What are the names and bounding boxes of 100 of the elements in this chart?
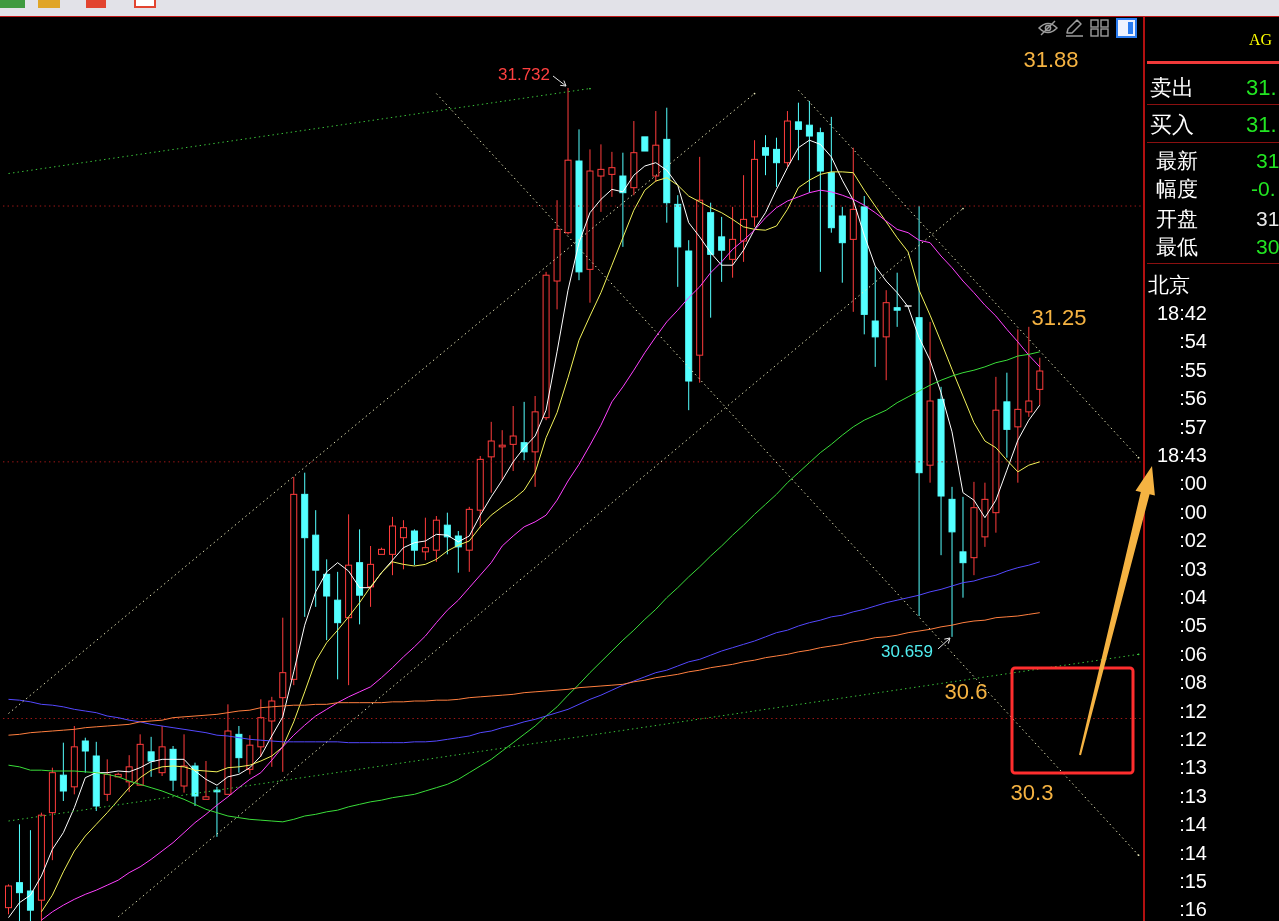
text: :14 xyxy=(1179,812,1207,837)
candlestick xyxy=(641,136,649,152)
candlestick xyxy=(1014,328,1022,484)
candlestick xyxy=(59,742,67,802)
text: 北京 xyxy=(1148,272,1190,298)
candlestick xyxy=(805,100,813,194)
candlestick xyxy=(312,509,320,608)
annotation: 30.659 xyxy=(881,640,933,662)
text: 31. xyxy=(1246,111,1277,137)
candlestick xyxy=(740,174,748,263)
candlestick xyxy=(926,321,934,484)
text: :00 xyxy=(1179,471,1207,496)
candlestick xyxy=(465,506,473,573)
text: :13 xyxy=(1179,755,1207,780)
candlestick xyxy=(619,152,627,248)
candlestick xyxy=(970,481,978,576)
candlestick xyxy=(421,517,429,561)
candlestick xyxy=(959,496,967,599)
text: AG xyxy=(1248,30,1272,50)
text: :12 xyxy=(1179,698,1207,723)
category-label: 幅度 xyxy=(1156,176,1198,202)
annotation: 31.25 xyxy=(1031,305,1087,331)
candlestick xyxy=(597,143,605,213)
candlestick xyxy=(246,734,254,775)
candlestick xyxy=(399,519,407,570)
category-label: 最低 xyxy=(1156,234,1198,260)
candlestick xyxy=(553,199,561,310)
candlestick xyxy=(70,725,78,795)
candlestick xyxy=(729,206,737,279)
text: :00 xyxy=(1179,499,1207,524)
candlestick xyxy=(180,733,188,794)
candlestick xyxy=(531,395,539,488)
candlestick xyxy=(334,571,342,680)
candlestick xyxy=(356,528,364,625)
candlestick xyxy=(1003,372,1011,459)
candlestick xyxy=(147,736,155,778)
text: :03 xyxy=(1179,556,1207,581)
text: :15 xyxy=(1179,869,1207,893)
text: :04 xyxy=(1179,585,1207,609)
candlestick xyxy=(794,102,802,161)
candlestick xyxy=(685,239,693,411)
candlestick xyxy=(26,829,34,921)
candlestick xyxy=(564,87,572,235)
candlestick xyxy=(915,205,923,617)
text: 31 xyxy=(1256,149,1279,173)
candlestick xyxy=(630,120,638,196)
candlestick xyxy=(674,194,682,288)
candlestick xyxy=(827,116,835,234)
text: :14 xyxy=(1179,840,1207,865)
candlestick xyxy=(367,545,375,608)
category-label: 最新 xyxy=(1156,148,1198,174)
candlestick xyxy=(992,376,1000,534)
candlestick xyxy=(981,482,989,548)
candlestick xyxy=(136,733,144,786)
text: :16 xyxy=(1179,897,1207,921)
candlestick xyxy=(158,725,166,777)
candlestick xyxy=(937,386,945,556)
category-label: 买入 xyxy=(1150,111,1194,139)
candlestick xyxy=(224,703,232,795)
candlestick xyxy=(345,513,353,686)
text: :08 xyxy=(1179,670,1207,695)
candlestick xyxy=(542,271,550,421)
text: 31.88 xyxy=(1023,47,1079,73)
text: :55 xyxy=(1179,357,1207,382)
candlestick xyxy=(37,812,45,921)
text: -0. xyxy=(1251,177,1276,201)
text: 31 xyxy=(1256,207,1279,231)
candlestick xyxy=(762,134,770,176)
text: :54 xyxy=(1179,329,1207,354)
annotation: 30.6 xyxy=(944,679,988,705)
text: :13 xyxy=(1179,783,1207,808)
candlestick xyxy=(169,745,177,792)
candlestick xyxy=(882,289,890,381)
candlestick xyxy=(948,486,956,638)
text: :12 xyxy=(1179,727,1207,751)
candlestick xyxy=(487,421,495,494)
candlestick xyxy=(586,148,594,304)
candlestick xyxy=(751,139,759,228)
category-label: 开盘 xyxy=(1156,206,1198,232)
candlestick xyxy=(663,107,671,224)
candlestick xyxy=(849,147,857,313)
category-label: 卖出 xyxy=(1150,74,1194,102)
candlestick xyxy=(696,156,704,384)
text: 18:42 xyxy=(1156,301,1207,325)
candlestick xyxy=(608,151,616,198)
text: :06 xyxy=(1179,641,1207,666)
candlestick xyxy=(279,617,287,773)
candlestick xyxy=(202,760,210,800)
candlestick xyxy=(718,216,726,283)
text: :57 xyxy=(1179,414,1207,439)
candlestick xyxy=(893,272,901,328)
text: :56 xyxy=(1179,386,1207,411)
candlestick xyxy=(575,128,583,281)
text: 31. xyxy=(1246,74,1277,100)
text: 18:43 xyxy=(1156,443,1207,467)
text: :02 xyxy=(1179,528,1207,553)
candlestick xyxy=(772,137,780,188)
candlestick xyxy=(301,472,309,618)
candlestick xyxy=(191,762,199,807)
annotation: 30.3 xyxy=(1010,780,1054,806)
